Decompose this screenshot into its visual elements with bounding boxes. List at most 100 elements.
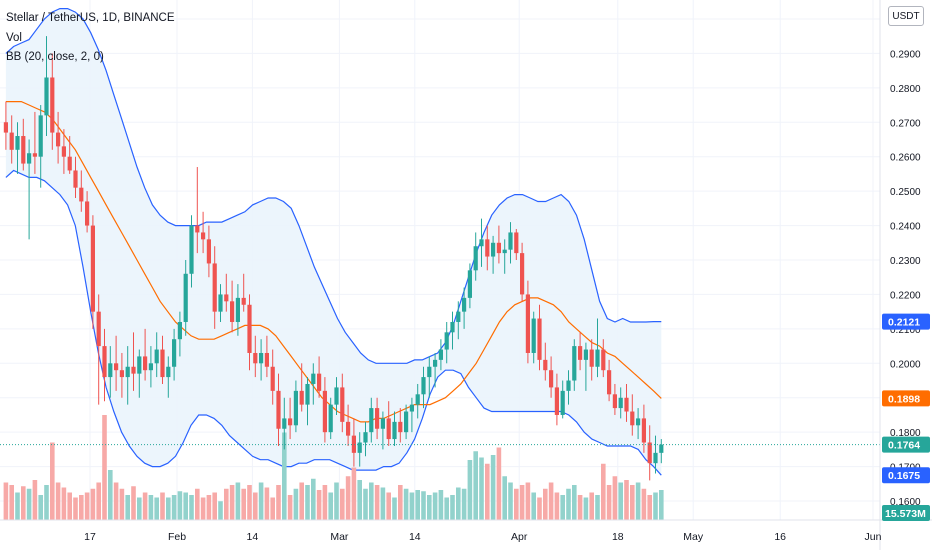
candle <box>96 294 101 405</box>
candle <box>241 273 246 312</box>
candle <box>108 346 113 398</box>
candle <box>322 377 327 443</box>
candle-body <box>398 421 403 433</box>
volume-bar <box>519 485 525 520</box>
volume-bar <box>84 492 90 520</box>
candle-body <box>618 397 623 409</box>
volume-bar <box>543 488 548 520</box>
volume-bars <box>3 415 664 520</box>
bb-upper-text: 0.2121 <box>888 317 920 329</box>
volume-bar <box>409 492 415 520</box>
volume-bar <box>125 495 130 520</box>
candle-body <box>125 366 130 378</box>
volume-bar <box>450 495 455 520</box>
volume-bar <box>50 442 55 520</box>
candle-body <box>531 318 536 353</box>
bb-basis-label: 0.1898 <box>882 390 930 407</box>
candle <box>607 359 612 402</box>
candle <box>276 373 281 446</box>
candle <box>641 404 646 453</box>
candle <box>351 418 356 467</box>
volume-bar <box>166 497 171 520</box>
candle <box>572 339 577 391</box>
volume-bar <box>142 492 148 520</box>
candle-body <box>282 418 287 429</box>
volume-bar <box>479 457 484 520</box>
volume-bar <box>647 495 652 520</box>
volume-bar <box>618 482 623 520</box>
bb-upper-tag <box>882 313 930 330</box>
candle-body <box>276 390 281 429</box>
candle <box>340 373 345 433</box>
bollinger-indicator-label[interactable]: BB (20, close, 2, 0) <box>6 51 104 63</box>
candle-body <box>346 421 351 436</box>
volume-bar <box>508 482 513 520</box>
candle <box>212 246 217 329</box>
symbol-title[interactable]: Stellar / TetherUS, 1D, BINANCE <box>6 12 175 24</box>
candle <box>27 139 32 240</box>
volume-bar <box>247 485 252 520</box>
volume-bar <box>299 482 304 520</box>
candle <box>357 432 362 467</box>
bollinger-fill <box>5 8 662 476</box>
volume-bar <box>305 485 310 520</box>
candle-body <box>473 246 478 271</box>
candle-body <box>404 411 409 433</box>
candle <box>50 53 55 150</box>
candle <box>32 111 37 174</box>
volume-indicator-label[interactable]: Vol <box>6 31 22 44</box>
time-axis[interactable]: 17 Feb 14 Mar 14 Apr 18 May 16 Jun <box>0 519 932 543</box>
volume-value-text: 15.573M <box>885 508 926 520</box>
candle <box>380 411 385 450</box>
volume-bar <box>374 485 380 520</box>
candle <box>398 408 403 443</box>
candle-body <box>288 418 293 426</box>
candle-body <box>32 153 37 157</box>
candle-body <box>357 442 362 453</box>
volume-bar <box>44 485 49 520</box>
volume-bar <box>653 492 658 520</box>
volume-bar <box>241 488 246 520</box>
volume-bar <box>490 455 496 520</box>
volume-bar <box>601 463 606 520</box>
volume-bar <box>55 482 61 520</box>
candle-body <box>636 418 641 426</box>
candle-body <box>612 394 617 409</box>
candle <box>160 335 165 384</box>
candle <box>73 156 78 199</box>
candle-body <box>235 297 240 322</box>
candle <box>38 105 43 188</box>
candle <box>247 294 252 371</box>
candle <box>369 397 374 443</box>
volume-bar <box>21 486 26 520</box>
candle <box>148 346 153 388</box>
volume-value-label: 15.573M <box>882 505 930 521</box>
candle <box>543 342 548 381</box>
candle-body <box>444 332 449 350</box>
candle <box>502 239 507 274</box>
candle <box>624 383 629 422</box>
volume-bar <box>79 495 84 520</box>
volume-bar <box>554 492 560 520</box>
volume-bar <box>566 488 571 520</box>
volume-bar <box>137 497 142 520</box>
bollinger-upper-line <box>5 8 662 364</box>
bollinger-bands <box>5 8 662 476</box>
candle <box>143 328 148 381</box>
volume-bar <box>630 485 635 520</box>
candle-body <box>183 273 188 322</box>
volume-bar <box>380 487 386 520</box>
candle-body <box>369 408 374 433</box>
candle-body <box>293 390 298 426</box>
candle <box>485 225 490 271</box>
candle <box>427 356 432 398</box>
bb-lower-text: 0.1675 <box>888 470 920 482</box>
volume-bar <box>38 495 43 520</box>
price-tick-label: 0.2900 <box>890 49 921 60</box>
volume-bar <box>398 485 403 520</box>
candle-body <box>334 387 339 405</box>
volume-bar <box>595 495 600 520</box>
currency-button[interactable]: USDT <box>888 6 924 26</box>
candle-body <box>641 418 646 443</box>
